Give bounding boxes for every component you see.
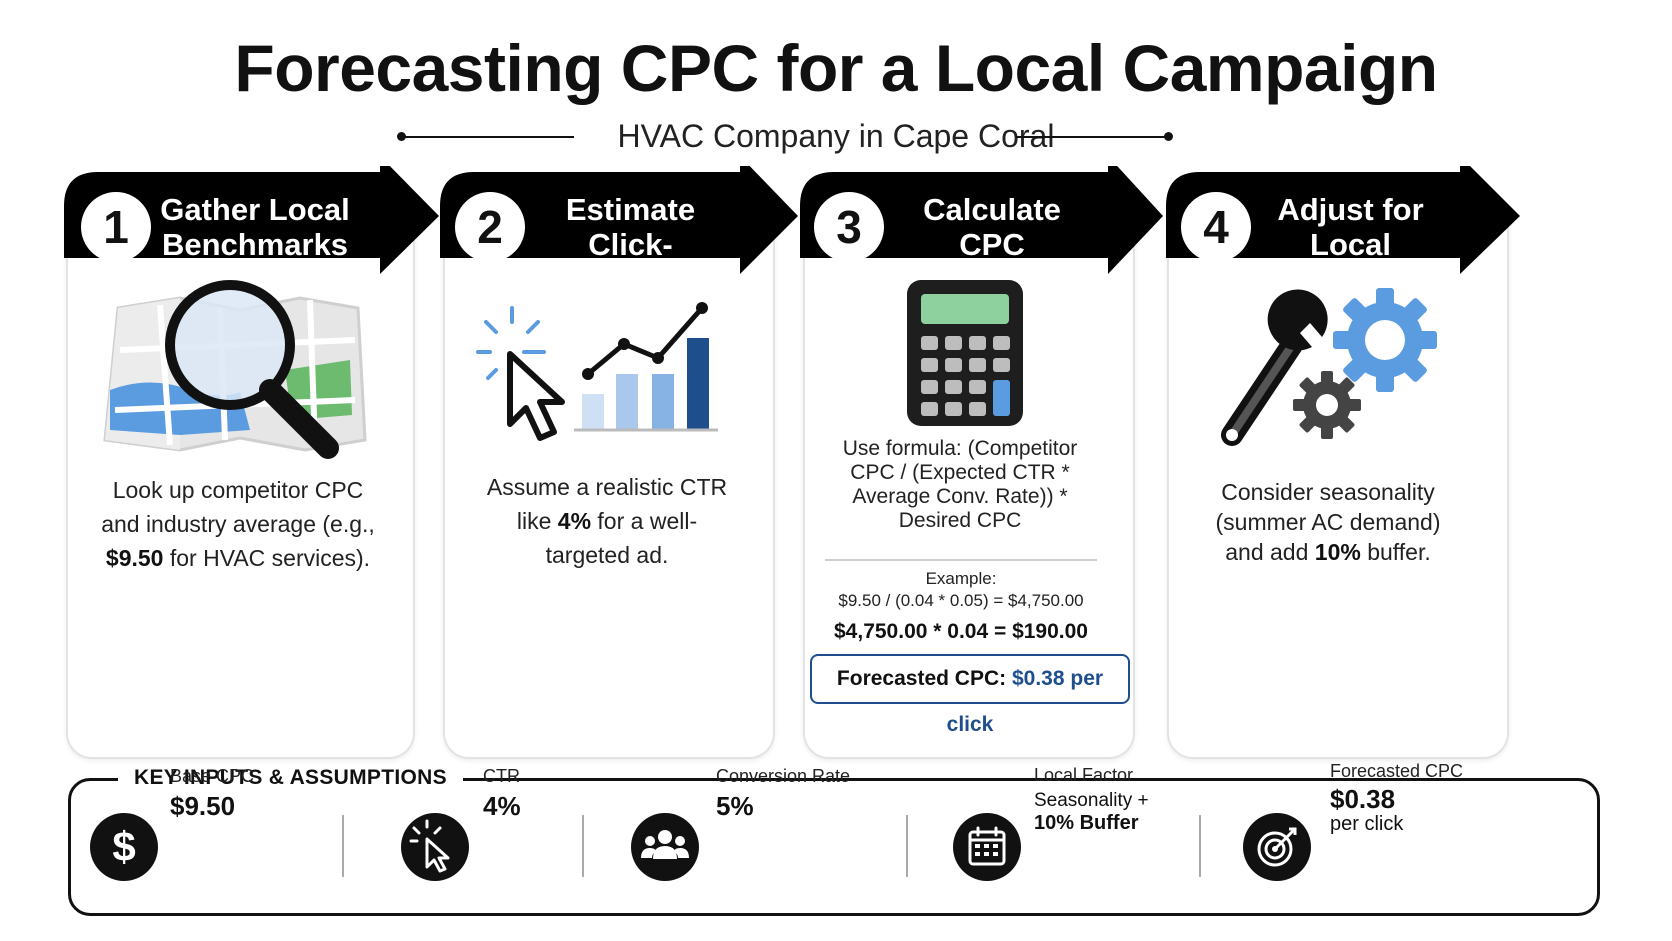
banner-arrow-shape [1166,166,1520,274]
key-input-value: 5% [716,791,754,821]
step-banner-2: 2 Estimate Click- Through Rate [440,166,798,297]
key-input-sub: per click [1330,813,1404,835]
key-input-value: $9.50 [170,791,236,821]
formula-text: Use formula: (Competitor CPC / (Expected… [842,437,1078,532]
subtitle-right-dot [1164,132,1173,141]
key-input-label: CTR [483,766,520,786]
svg-text:$: $ [112,823,135,870]
desc-highlight: 4% [557,508,592,534]
key-inputs-title: KEY INPUTS & ASSUMPTIONS [118,766,463,790]
step-title: Estimate Click- Through Rate [529,192,732,297]
step-title: Adjust for Local Factors [1277,192,1424,297]
step-title: Gather Local Benchmarks [160,192,350,262]
key-input-divider [342,815,344,877]
calendar-icon [953,813,1021,881]
key-input-value: Seasonality + [1034,790,1149,811]
page-title: Forecasting CPC for a Local Campaign [234,31,1438,105]
key-input-value: 10% Buffer [1034,812,1139,834]
key-input-label: Forecasted CPC [1330,761,1464,781]
step-description: Consider seasonality (summer AC demand) … [1198,477,1458,567]
step-number: 4 [1181,192,1251,262]
desc-text: Look up competitor CPC and industry aver… [101,477,375,537]
wrench-gears-icon [1210,285,1440,450]
key-input-value: $0.38 [1330,784,1396,814]
result-label: Forecasted CPC: [836,667,1007,690]
wrench-icon [1221,289,1328,446]
click-icon [401,813,469,881]
step-card-2 [443,200,775,759]
banner-arrow-shape [64,166,439,274]
desc-text: buffer. [1360,539,1431,565]
step-banner-3: 3 Calculate CPC Forecast [800,166,1163,297]
key-input-label: Base CPC [170,766,255,786]
desc-text: Assume a realistic CTR like [486,474,728,534]
key-input-divider [1199,815,1201,877]
step-description: Assume a realistic CTR like 4% for a wel… [478,470,736,572]
key-input-divider [906,815,908,877]
desc-text: for HVAC services). [163,545,371,571]
banner-arrow-shape [440,166,798,274]
key-inputs-panel [68,778,1600,916]
people-icon [631,813,699,881]
step-title: Calculate CPC Forecast [923,192,1061,297]
gear-icon [1293,371,1361,439]
subtitle-left-line [402,136,574,138]
step-description: Look up competitor CPC and industry aver… [92,473,384,575]
example-line: $9.50 / (0.04 * 0.05) = $4,750.00 [838,591,1084,610]
step-card-4 [1167,200,1509,759]
step-number: 1 [81,192,151,262]
cursor-chart-icon [474,296,724,448]
step-banner-4: 4 Adjust for Local Factors [1166,166,1520,297]
subtitle-right-line [1016,136,1168,138]
banner-arrow-shape [800,166,1163,274]
desc-highlight: 10% [1314,539,1361,565]
desc-text: for a well-targeted ad. [545,508,698,568]
desc-highlight: $9.50 [105,545,164,571]
desc-text: Consider seasonality (summer AC demand) … [1215,479,1441,565]
key-input-label: Local Factor [1034,765,1134,785]
example-label: Example: [925,569,997,588]
forecast-result-box: Forecasted CPC: $0.38 per click [810,654,1130,736]
step-number: 3 [814,192,884,262]
page-subtitle: HVAC Company in Cape Coral [617,118,1055,154]
step-number: 2 [455,192,525,262]
map-magnifier-icon [100,280,370,465]
formula-divider [825,559,1097,561]
example-result: $4,750.00 * 0.04 = $190.00 [834,620,1088,643]
key-input-value: 4% [483,791,521,821]
dollar-icon: $ [90,813,158,881]
subtitle-row: HVAC Company in Cape Coral [0,112,1672,162]
result-value: $0.38 per click [946,667,1104,736]
gear-icon [1333,288,1437,392]
target-icon [1243,813,1311,881]
subtitle-left-dot [397,132,406,141]
key-input-divider [582,815,584,877]
calculator-icon [905,278,1025,428]
step-banner-1: 1 Gather Local Benchmarks [64,166,439,291]
key-input-label: Conversion Rate [716,766,851,786]
